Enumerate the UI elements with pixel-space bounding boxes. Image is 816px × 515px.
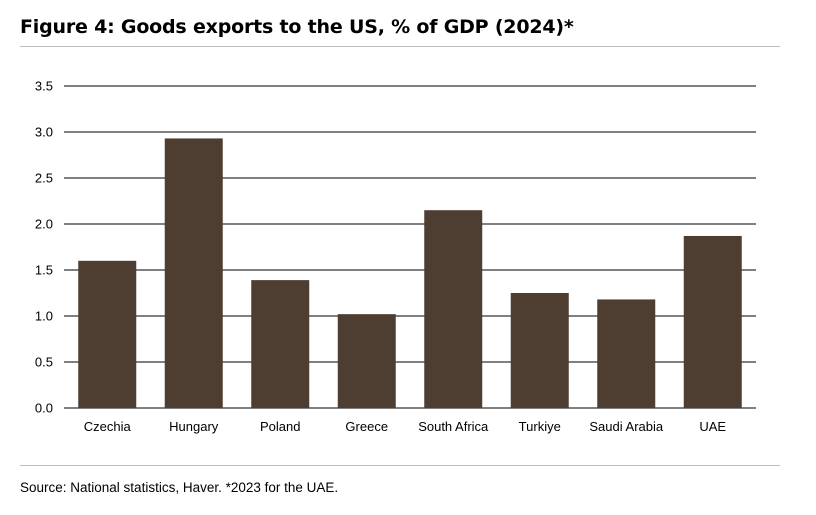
- bar-hungary: [164, 138, 223, 408]
- bottom-divider: [20, 465, 780, 466]
- x-tick-label: Hungary: [169, 419, 219, 434]
- y-tick-label: 1.5: [35, 263, 53, 278]
- x-tick-label: South Africa: [418, 419, 489, 434]
- bar-czechia: [78, 260, 137, 408]
- y-tick-label: 0.0: [35, 401, 53, 416]
- bars: [78, 138, 742, 408]
- y-axis-tick-labels: 0.0 0.5 1.0 1.5 2.0 2.5 3.0 3.5: [35, 79, 53, 416]
- bar-chart: 0.0 0.5 1.0 1.5 2.0 2.5 3.0 3.5 Czechia Hungary P…: [35, 79, 756, 434]
- x-tick-label: UAE: [699, 419, 726, 434]
- bar-saudi-arabia: [597, 299, 656, 408]
- chart-title: Figure 4: Goods exports to the US, % of …: [20, 16, 574, 38]
- x-tick-label: Greece: [345, 419, 388, 434]
- x-tick-label: Saudi Arabia: [589, 419, 663, 434]
- bar-turkiye: [510, 293, 569, 408]
- y-tick-label: 1.0: [35, 309, 53, 324]
- y-tick-label: 3.5: [35, 79, 53, 94]
- x-tick-label: Poland: [260, 419, 300, 434]
- bar-greece: [337, 314, 396, 408]
- top-divider: [20, 46, 780, 47]
- x-tick-label: Turkiye: [519, 419, 561, 434]
- source-note: Source: National statistics, Haver. *202…: [20, 480, 339, 495]
- y-tick-label: 2.5: [35, 171, 53, 186]
- bar-uae: [683, 235, 742, 408]
- bar-poland: [251, 280, 310, 408]
- x-tick-label: Czechia: [84, 419, 132, 434]
- bar-south-africa: [424, 210, 483, 408]
- y-tick-label: 0.5: [35, 355, 53, 370]
- x-axis-tick-labels: Czechia Hungary Poland Greece South Africa Tu…: [84, 419, 727, 434]
- y-tick-label: 2.0: [35, 217, 53, 232]
- y-tick-label: 3.0: [35, 125, 53, 140]
